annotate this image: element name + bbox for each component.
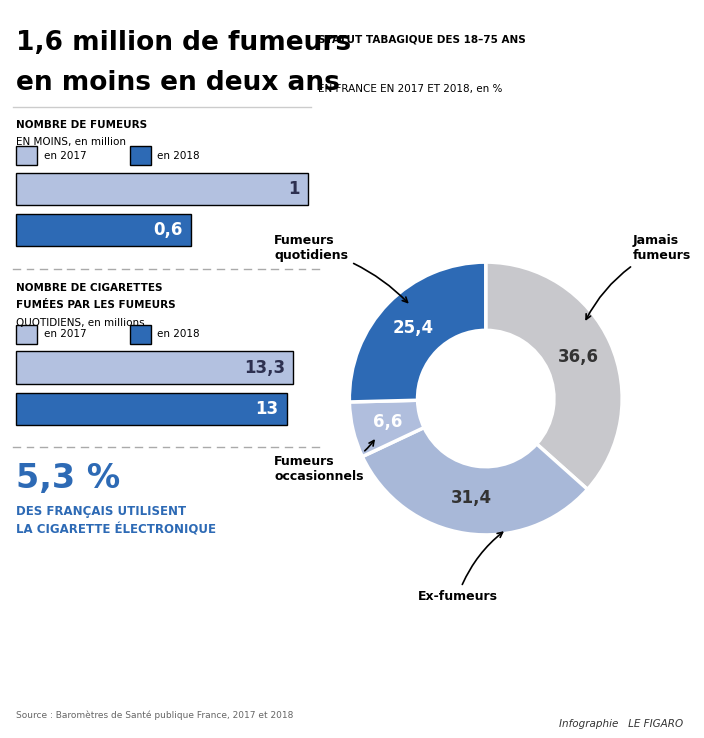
Text: 0,6: 0,6 — [153, 221, 183, 239]
Text: 13: 13 — [256, 400, 279, 418]
FancyBboxPatch shape — [16, 393, 287, 425]
Text: 13,3: 13,3 — [244, 359, 285, 376]
Text: STATUT TABAGIQUE DES 18–75 ANS: STATUT TABAGIQUE DES 18–75 ANS — [318, 35, 525, 45]
Text: 36,6: 36,6 — [558, 348, 598, 366]
Wedge shape — [349, 400, 424, 457]
Text: Fumeurs
occasionnels: Fumeurs occasionnels — [275, 441, 374, 483]
Text: Infographie   LE FIGARO: Infographie LE FIGARO — [559, 719, 683, 729]
Text: 1: 1 — [288, 180, 300, 198]
Text: EN FRANCE EN 2017 ET 2018, en %: EN FRANCE EN 2017 ET 2018, en % — [318, 84, 502, 94]
Text: en 2018: en 2018 — [157, 329, 200, 339]
Text: en 2018: en 2018 — [157, 151, 200, 161]
Text: Fumeurs
quotidiens: Fumeurs quotidiens — [275, 235, 408, 303]
Text: en moins en deux ans: en moins en deux ans — [16, 70, 340, 96]
Text: NOMBRE DE CIGARETTES: NOMBRE DE CIGARETTES — [16, 283, 163, 293]
Text: 25,4: 25,4 — [393, 319, 434, 337]
Wedge shape — [486, 262, 622, 489]
FancyBboxPatch shape — [130, 325, 151, 344]
Text: en 2017: en 2017 — [44, 329, 87, 339]
FancyBboxPatch shape — [16, 146, 37, 165]
Text: 1,6 million de fumeurs: 1,6 million de fumeurs — [16, 30, 351, 55]
Wedge shape — [349, 262, 486, 402]
Text: EN MOINS, en million: EN MOINS, en million — [16, 137, 126, 148]
Text: 5,3 %: 5,3 % — [16, 462, 120, 495]
Text: Source : Baromètres de Santé publique France, 2017 et 2018: Source : Baromètres de Santé publique Fr… — [16, 710, 294, 720]
FancyBboxPatch shape — [16, 351, 293, 384]
FancyBboxPatch shape — [16, 214, 191, 246]
Text: en 2017: en 2017 — [44, 151, 87, 161]
Text: DES FRANÇAIS UTILISENT: DES FRANÇAIS UTILISENT — [16, 505, 187, 518]
Text: FUMÉES PAR LES FUMEURS: FUMÉES PAR LES FUMEURS — [16, 300, 176, 311]
Text: 6,6: 6,6 — [373, 413, 402, 431]
Text: NOMBRE DE FUMEURS: NOMBRE DE FUMEURS — [16, 120, 147, 130]
FancyBboxPatch shape — [16, 173, 308, 205]
FancyBboxPatch shape — [130, 146, 151, 165]
Text: LA CIGARETTE ÉLECTRONIQUE: LA CIGARETTE ÉLECTRONIQUE — [16, 524, 216, 537]
Text: QUOTIDIENS, en millions: QUOTIDIENS, en millions — [16, 318, 145, 328]
Text: Jamais
fumeurs: Jamais fumeurs — [586, 235, 691, 320]
Wedge shape — [363, 427, 588, 535]
Text: Ex-fumeurs: Ex-fumeurs — [417, 532, 503, 603]
Text: 31,4: 31,4 — [451, 489, 492, 508]
FancyBboxPatch shape — [16, 325, 37, 344]
